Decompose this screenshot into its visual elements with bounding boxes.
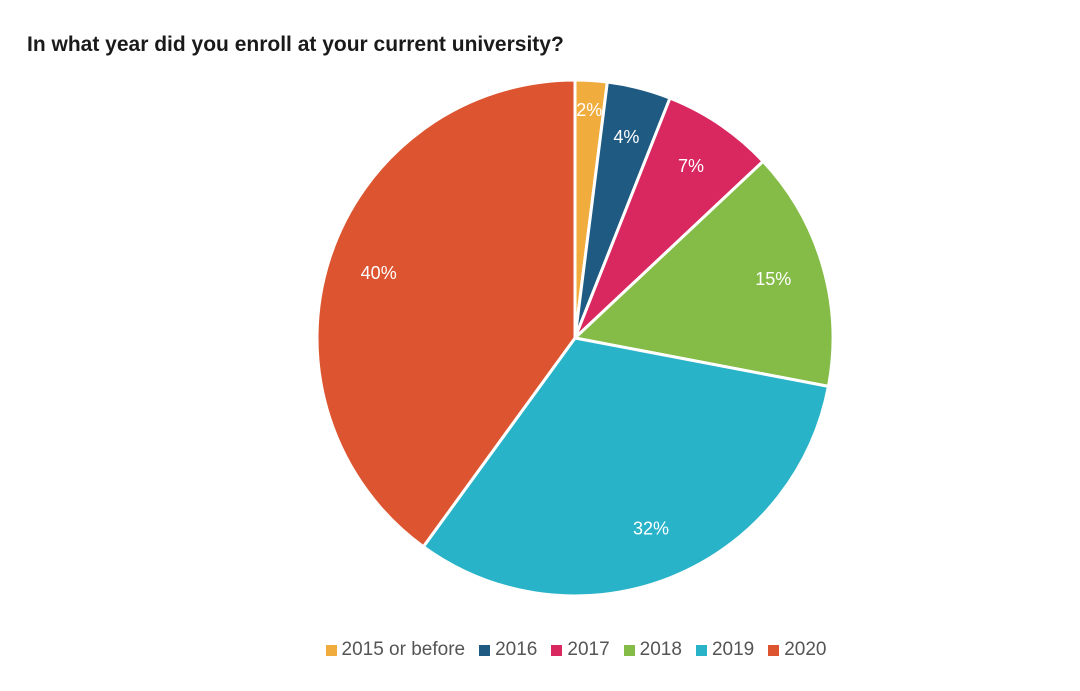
chart-title: In what year did you enroll at your curr… xyxy=(27,33,564,56)
data-label: 40% xyxy=(361,263,397,283)
legend-swatch xyxy=(479,644,491,656)
legend-item-2019[interactable]: 2019 xyxy=(695,639,755,661)
legend-label: 2016 xyxy=(495,639,538,660)
legend-label: 2018 xyxy=(639,639,682,660)
pie-slice-2017[interactable] xyxy=(573,96,765,340)
data-label: 7% xyxy=(678,156,704,176)
data-label: 2% xyxy=(576,100,602,120)
legend-label: 2020 xyxy=(784,639,827,660)
legend-swatch xyxy=(768,644,780,656)
legend-label: 2015 or before xyxy=(341,639,466,660)
legend-swatch xyxy=(695,644,707,656)
pie-slice-2019[interactable] xyxy=(421,336,830,598)
legend-item-2018[interactable]: 2018 xyxy=(623,639,682,661)
data-label: 4% xyxy=(613,127,639,147)
legend-item-2016[interactable]: 2016 xyxy=(479,639,537,661)
legend-swatch xyxy=(325,644,337,656)
legend-swatch xyxy=(623,644,635,656)
legend-item-2020[interactable]: 2020 xyxy=(768,639,827,661)
legend-swatch xyxy=(551,644,563,656)
data-label: 32% xyxy=(633,519,669,539)
legend-item-2017[interactable]: 2017 xyxy=(551,639,610,661)
legend-label: 2017 xyxy=(567,639,610,660)
legend: 2015 or before 2016 2017 2018 2019 2020 xyxy=(0,639,1080,661)
legend-label: 2019 xyxy=(711,639,755,660)
pie-slice-2018[interactable] xyxy=(573,159,835,388)
legend-item-2015-or-before[interactable]: 2015 or before xyxy=(325,639,466,661)
data-label: 15% xyxy=(755,269,791,289)
pie-slice-2020[interactable] xyxy=(315,78,577,549)
